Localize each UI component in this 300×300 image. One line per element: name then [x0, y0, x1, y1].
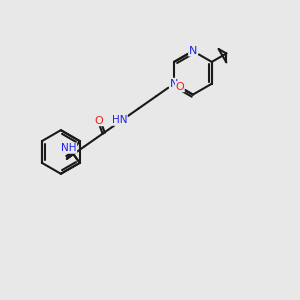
- Text: N: N: [170, 79, 178, 89]
- Text: HN: HN: [112, 115, 127, 125]
- Text: N: N: [189, 46, 197, 56]
- Text: O: O: [176, 82, 184, 92]
- Text: O: O: [95, 116, 103, 126]
- Text: N: N: [170, 79, 178, 89]
- Text: NH: NH: [61, 143, 76, 153]
